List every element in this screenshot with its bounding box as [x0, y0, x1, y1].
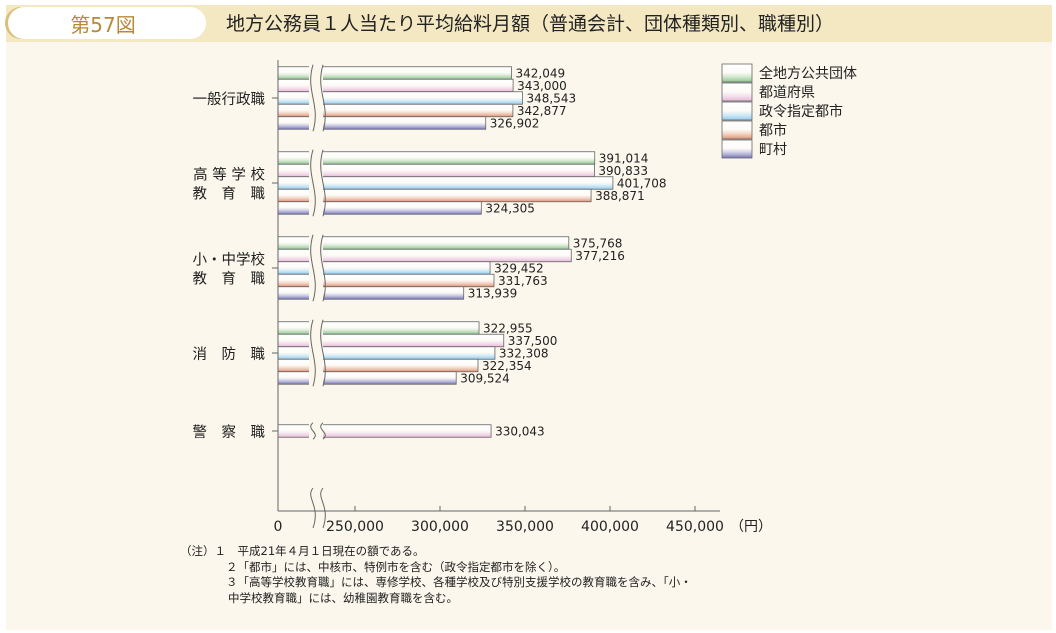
- break-mark: [320, 234, 326, 302]
- data-label: 329,452: [494, 261, 544, 275]
- bar: [277, 371, 457, 385]
- legend-swatch: [721, 82, 753, 102]
- data-label: 401,708: [617, 176, 667, 190]
- bar: [277, 151, 596, 165]
- break-mark: [320, 319, 326, 387]
- x-tick-label: 350,000: [496, 519, 554, 535]
- data-label: 337,500: [508, 334, 558, 348]
- data-label: 377,216: [575, 249, 625, 263]
- legend-label: 全地方公共団体: [759, 65, 857, 82]
- data-label: 390,833: [598, 164, 648, 178]
- legend-label: 都道府県: [759, 85, 815, 101]
- data-label: 388,871: [595, 189, 645, 203]
- category-label: 教 育 職: [193, 271, 266, 288]
- chart-background: [6, 42, 1052, 630]
- data-label: 313,939: [468, 286, 518, 300]
- note-3-cont: 中学校教育職」には、幼稚園教育職を含む。: [228, 590, 458, 605]
- axis-break: [309, 319, 323, 387]
- break-mark: [310, 319, 316, 387]
- data-label: 324,305: [485, 201, 535, 215]
- x-tick-label: 450,000: [666, 519, 724, 535]
- axis-break: [309, 234, 323, 302]
- x-tick-label: 250,000: [326, 519, 384, 535]
- break-mark: [320, 422, 326, 440]
- note-3: ３「高等学校教育職」には、専修学校、各種学校及び特別支援学校の教育職を含み、「小…: [226, 575, 692, 589]
- notes: （注）１ 平成21年４月１日現在の額である。 ２「都市」には、中核市、特例市を含…: [180, 544, 692, 606]
- bar: [277, 358, 479, 373]
- legend-swatch: [721, 120, 753, 140]
- figure-label-pill: [8, 7, 206, 39]
- break-mark: [310, 422, 316, 440]
- data-label: 343,000: [517, 79, 567, 93]
- data-label: 322,955: [483, 321, 533, 335]
- break-mark: [310, 234, 316, 302]
- axis-break-mark: [310, 487, 316, 529]
- category-label: 一般行政職: [193, 91, 266, 108]
- bar: [277, 201, 482, 215]
- data-label: 309,524: [460, 371, 510, 385]
- note-1: （注）１ 平成21年４月１日現在の額である。: [180, 544, 425, 558]
- data-label: 342,877: [517, 104, 567, 118]
- x-unit-label: （円）: [730, 519, 772, 535]
- break-mark: [320, 64, 326, 132]
- bar: [277, 163, 595, 178]
- category-label: 小・中学校: [193, 252, 266, 269]
- legend-swatch: [721, 101, 753, 121]
- bar: [277, 286, 465, 300]
- axis-break-mark: [320, 487, 326, 529]
- x-tick-label: 400,000: [581, 519, 639, 535]
- note-2: ２「都市」には、中核市、特例市を含む（政令指定都市を除く）。: [226, 559, 566, 574]
- legend-label: 町村: [759, 142, 787, 158]
- axis-break: [309, 422, 323, 440]
- axis-break: [309, 149, 323, 217]
- x-tick-label: 300,000: [411, 519, 469, 535]
- bar: [277, 321, 480, 335]
- data-label: 322,354: [482, 359, 532, 373]
- axis-break: [309, 64, 323, 132]
- data-label: 331,763: [498, 274, 548, 288]
- break-mark: [310, 149, 316, 217]
- legend-swatch: [721, 139, 753, 159]
- figure-number: 第57図: [70, 13, 136, 37]
- data-label: 391,014: [599, 151, 649, 165]
- legend-label: 都市: [759, 122, 787, 139]
- data-label: 348,543: [527, 91, 577, 105]
- data-label: 330,043: [495, 424, 545, 438]
- category-label: 消 防 職: [193, 346, 266, 363]
- data-label: 375,768: [573, 236, 623, 250]
- x-tick-label: 0: [274, 519, 283, 535]
- chart-title: 地方公務員１人当たり平均給料月額（普通会計、団体種類別、職種別）: [226, 13, 835, 35]
- data-label: 332,308: [499, 346, 549, 360]
- break-mark: [310, 64, 316, 132]
- category-label: 高 等 学 校: [193, 166, 265, 184]
- legend-label: 政令指定都市: [759, 103, 843, 120]
- break-mark: [320, 149, 326, 217]
- data-label: 326,902: [490, 116, 540, 130]
- category-label: 教 育 職: [193, 186, 266, 203]
- legend-swatch: [721, 63, 753, 83]
- data-label: 342,049: [515, 66, 565, 80]
- category-label: 警 察 職: [193, 423, 266, 441]
- bar: [277, 176, 614, 190]
